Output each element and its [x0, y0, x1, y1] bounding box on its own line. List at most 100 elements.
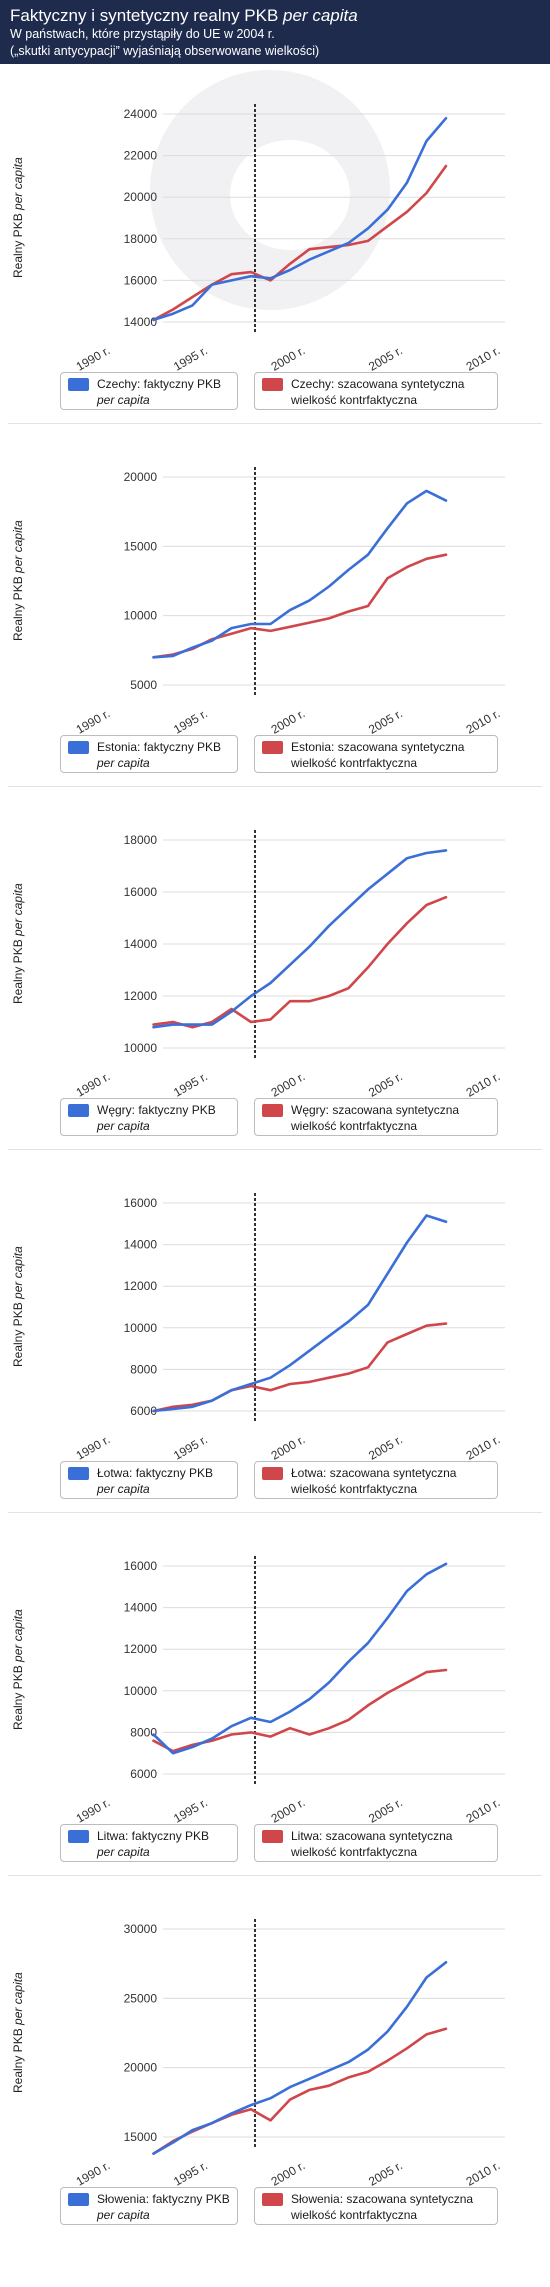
y-tick-label: 14000: [124, 1238, 158, 1252]
chart-legend: Estonia: faktyczny PKB per capita Estonia:…: [60, 735, 498, 775]
y-tick-label: 14000: [124, 1601, 158, 1615]
chart-subtitle-line1: W państwach, które przystąpiły do UE w 2…: [10, 27, 275, 41]
chart-panel-4: Realny PKB per capita 6000 8000 10000 12000 1…: [0, 1512, 550, 1904]
y-tick-label: 10000: [124, 1321, 158, 1335]
series-line-actual: [152, 849, 448, 1029]
x-tick-label: 1990 r.: [74, 1432, 113, 1462]
legend-label-synthetic: Estonia: szacowana syntetyczna wielkość k…: [291, 740, 465, 770]
panel-divider: [8, 1149, 542, 1150]
y-tick-label: 16000: [124, 273, 158, 287]
series-line-actual: [152, 116, 448, 322]
legend-swatch-actual: [68, 1467, 89, 1480]
panel-divider: [8, 1512, 542, 1513]
series-line-actual: [152, 1562, 448, 1755]
legend-label-actual: Czechy: faktyczny PKB per capita: [97, 377, 222, 407]
y-tick-label: 18000: [124, 232, 158, 246]
chart-legend: Słowenia: faktyczny PKB per capita Słoweni…: [60, 2187, 498, 2227]
legend-swatch-synthetic: [262, 2193, 283, 2206]
legend-label-synthetic: Łotwa: szacowana syntetyczna wielkość kon…: [291, 1466, 457, 1496]
y-tick-label: 14000: [124, 937, 158, 951]
series-line-synthetic: [152, 1322, 448, 1413]
y-tick-label: 16000: [124, 1196, 158, 1210]
line-chart-svg: 5000 10000 15000 20000 1990 r. 1995 r. 2000 r.…: [74, 467, 505, 737]
x-tick-label: 2010 r.: [464, 343, 503, 373]
x-tick-label: 2000 r.: [269, 1795, 308, 1825]
y-tick-label: 8000: [130, 1362, 157, 1376]
legend-item-actual: Słowenia: faktyczny PKB per capita: [60, 2187, 238, 2225]
legend-label-actual: Łotwa: faktyczny PKB per capita: [97, 1466, 214, 1496]
legend-swatch-synthetic: [262, 378, 283, 391]
y-tick-label: 12000: [124, 1279, 158, 1293]
chart-header: Faktyczny i syntetyczny realny PKB per c…: [0, 0, 550, 64]
y-tick-label: 8000: [130, 1725, 157, 1739]
x-tick-label: 2010 r.: [464, 706, 503, 736]
y-tick-label: 24000: [124, 107, 158, 121]
line-chart-svg: 10000 12000 14000 16000 18000 1990 r. 1995 r. 2…: [74, 830, 505, 1100]
y-tick-label: 30000: [124, 1922, 158, 1936]
legend-item-actual: Estonia: faktyczny PKB per capita: [60, 735, 238, 773]
legend-label-actual: Słowenia: faktyczny PKB per capita: [97, 2192, 230, 2222]
x-tick-label: 2010 r.: [464, 1795, 503, 1825]
legend-item-synthetic: Estonia: szacowana syntetyczna wielkość k…: [254, 735, 498, 773]
legend-swatch-synthetic: [262, 1830, 283, 1843]
legend-item-actual: Łotwa: faktyczny PKB per capita: [60, 1461, 238, 1499]
y-tick-label: 16000: [124, 1559, 158, 1573]
x-tick-label: 2005 r.: [366, 706, 405, 736]
chart-panel-2: Realny PKB per capita 10000 12000 14000 1600…: [0, 786, 550, 1178]
x-tick-label: 1995 r.: [171, 2158, 210, 2188]
panel-divider: [8, 786, 542, 787]
x-tick-label: 2005 r.: [366, 1069, 405, 1099]
y-tick-label: 20000: [124, 190, 158, 204]
x-tick-label: 1995 r.: [171, 1069, 210, 1099]
series-line-actual: [152, 1214, 448, 1413]
x-tick-label: 2010 r.: [464, 2158, 503, 2188]
y-tick-label: 10000: [124, 1041, 158, 1055]
legend-item-synthetic: Węgry: szacowana syntetyczna wielkość kon…: [254, 1098, 498, 1136]
chart-panel-3: Realny PKB per capita 6000 8000 10000 12000 1…: [0, 1149, 550, 1541]
legend-swatch-synthetic: [262, 1467, 283, 1480]
x-tick-label: 2000 r.: [269, 2158, 308, 2188]
y-tick-label: 14000: [124, 315, 158, 329]
legend-item-actual: Węgry: faktyczny PKB per capita: [60, 1098, 238, 1136]
series-line-synthetic: [152, 164, 448, 322]
legend-item-synthetic: Litwa: szacowana syntetyczna wielkość kon…: [254, 1824, 498, 1862]
chart-legend: Litwa: faktyczny PKB per capita Litwa: sza…: [60, 1824, 498, 1864]
legend-label-synthetic: Litwa: szacowana syntetyczna wielkość kon…: [291, 1829, 453, 1859]
legend-item-actual: Litwa: faktyczny PKB per capita: [60, 1824, 238, 1862]
x-tick-label: 1990 r.: [74, 1795, 113, 1825]
legend-label-synthetic: Węgry: szacowana syntetyczna wielkość kon…: [291, 1103, 460, 1133]
chart-legend: Węgry: faktyczny PKB per capita Węgry: sza…: [60, 1098, 498, 1138]
y-tick-label: 6000: [130, 1404, 157, 1418]
x-tick-label: 1995 r.: [171, 1795, 210, 1825]
x-tick-label: 2005 r.: [366, 1795, 405, 1825]
line-chart-svg: 6000 8000 10000 12000 14000 16000 1990 r. 1995 …: [74, 1193, 505, 1463]
x-tick-label: 2000 r.: [269, 1069, 308, 1099]
x-tick-label: 1995 r.: [171, 343, 210, 373]
legend-swatch-actual: [68, 2193, 89, 2206]
y-tick-label: 6000: [130, 1767, 157, 1781]
y-tick-label: 12000: [124, 1642, 158, 1656]
series-line-actual: [152, 489, 448, 659]
y-tick-label: 20000: [124, 2061, 158, 2075]
x-tick-label: 1995 r.: [171, 706, 210, 736]
x-tick-label: 2000 r.: [269, 343, 308, 373]
x-tick-label: 2005 r.: [366, 1432, 405, 1462]
y-tick-label: 10000: [124, 1684, 158, 1698]
y-tick-label: 10000: [124, 609, 158, 623]
legend-item-actual: Czechy: faktyczny PKB per capita: [60, 372, 238, 410]
legend-item-synthetic: Łotwa: szacowana syntetyczna wielkość kon…: [254, 1461, 498, 1499]
x-tick-label: 1990 r.: [74, 343, 113, 373]
legend-item-synthetic: Słowenia: szacowana syntetyczna wielkość …: [254, 2187, 498, 2225]
x-tick-label: 1990 r.: [74, 2158, 113, 2188]
series-line-actual: [152, 1961, 448, 2155]
legend-swatch-actual: [68, 741, 89, 754]
legend-swatch-actual: [68, 1104, 89, 1117]
chart-panel-1: Realny PKB per capita 5000 10000 15000 20000…: [0, 423, 550, 815]
chart-title: Faktyczny i syntetyczny realny PKB per c…: [10, 6, 358, 25]
legend-label-synthetic: Słowenia: szacowana syntetyczna wielkość …: [291, 2192, 474, 2222]
legend-label-actual: Litwa: faktyczny PKB per capita: [97, 1829, 210, 1859]
chart-legend: Czechy: faktyczny PKB per capita Czechy: s…: [60, 372, 498, 412]
y-tick-label: 15000: [124, 2130, 158, 2144]
chart-legend: Łotwa: faktyczny PKB per capita Łotwa: sza…: [60, 1461, 498, 1501]
y-tick-label: 25000: [124, 1991, 158, 2005]
